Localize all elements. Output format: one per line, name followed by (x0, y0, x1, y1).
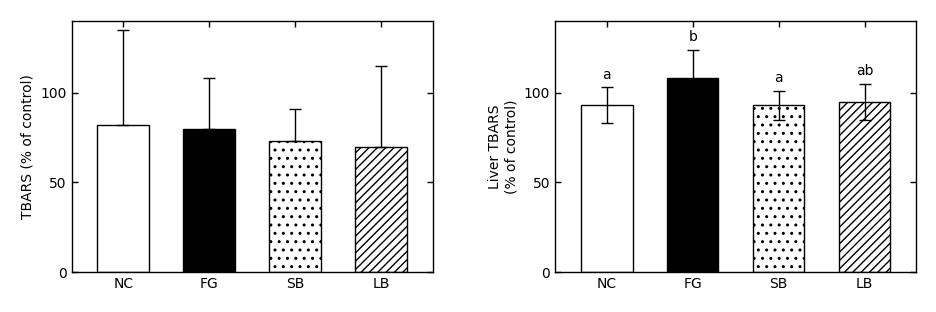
Y-axis label: TBARS (% of control): TBARS (% of control) (21, 74, 35, 219)
Bar (269, 141, 320, 272)
Text: ab: ab (855, 64, 872, 78)
Bar (666, 78, 718, 272)
Bar (752, 105, 804, 272)
Bar (355, 147, 406, 272)
Text: b: b (688, 30, 696, 44)
Bar (580, 105, 632, 272)
Text: a: a (602, 68, 610, 82)
Bar (838, 102, 889, 272)
Bar (97, 125, 149, 272)
Text: a: a (773, 71, 782, 85)
Bar (183, 129, 235, 272)
Y-axis label: Liver TBARS
(% of control): Liver TBARS (% of control) (488, 99, 518, 194)
